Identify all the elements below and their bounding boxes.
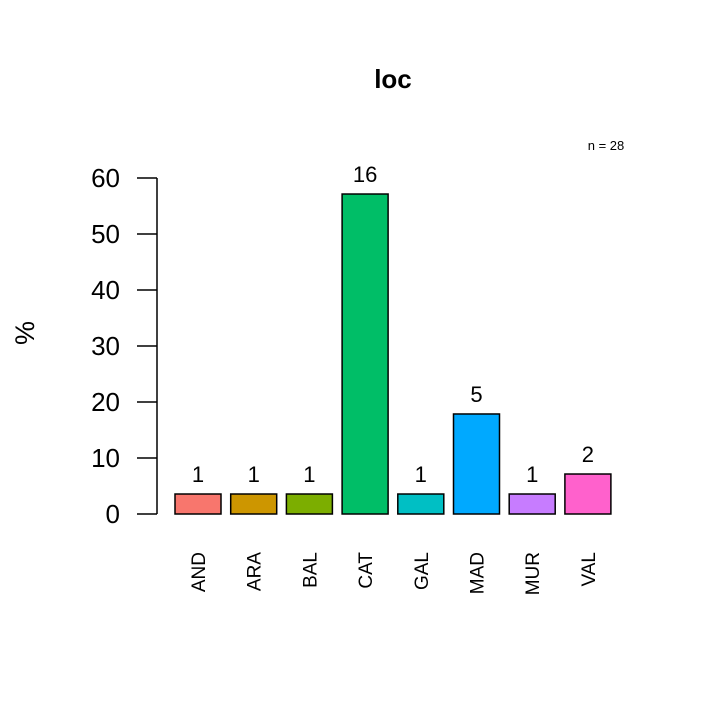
bar-count-label: 1 — [303, 462, 315, 487]
x-tick-label: MAD — [468, 552, 489, 594]
x-tick-label: CAT — [356, 552, 377, 589]
x-tick-label: GAL — [412, 552, 433, 590]
bar-gal — [397, 493, 445, 515]
bar-ara — [229, 493, 278, 515]
y-tick-label: 50 — [91, 219, 120, 249]
bar-count-label: 5 — [470, 382, 482, 407]
bar-mad — [452, 413, 501, 515]
y-axis: 0 10 20 30 40 50 60 — [91, 163, 158, 529]
bar-and — [174, 493, 222, 515]
bar-count-label: 1 — [192, 462, 204, 487]
y-tick-label: 60 — [91, 163, 120, 193]
y-tick-label: 10 — [91, 443, 120, 473]
bar-count-label: 1 — [248, 462, 260, 487]
bar-count-label: 16 — [353, 162, 377, 187]
y-tick-label: 0 — [106, 499, 120, 529]
bar-count-label: 2 — [582, 442, 594, 467]
y-axis-label: % — [10, 321, 40, 345]
bar-count-label: 1 — [415, 462, 427, 487]
x-tick-label: ARA — [245, 552, 266, 591]
y-tick-label: 40 — [91, 275, 120, 305]
x-tick-label: MUR — [523, 552, 544, 595]
bar-cat — [341, 193, 389, 515]
y-tick-label: 30 — [91, 331, 120, 361]
bar-count-label: 1 — [526, 462, 538, 487]
y-tick-label: 20 — [91, 387, 120, 417]
bars-group: 1 AND 1 ARA 1 BAL 16 CAT 1 GAL 5 MAD 1 MUR 2 VAL — [174, 162, 612, 595]
chart-title: loc — [374, 64, 412, 94]
bar-bal — [285, 493, 334, 515]
x-tick-label: BAL — [300, 552, 321, 588]
x-tick-label: AND — [189, 552, 210, 592]
bar-val — [564, 473, 612, 515]
x-tick-label: VAL — [579, 552, 600, 587]
bar-mur — [508, 493, 556, 515]
sample-size-note: n = 28 — [588, 138, 625, 153]
